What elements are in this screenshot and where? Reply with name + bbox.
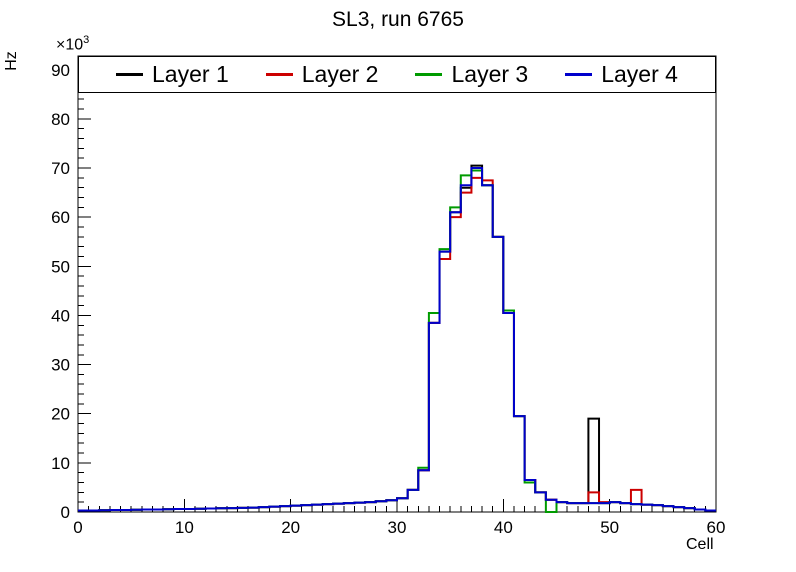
legend-entry-label: Layer 1	[152, 61, 229, 87]
y-axis-multiplier: ×103	[56, 34, 89, 54]
legend-entry-label: Layer 2	[301, 61, 379, 87]
legend-entry: Layer 4	[565, 63, 678, 86]
svg-text:0: 0	[73, 518, 82, 537]
x-axis-title: Cell	[686, 536, 714, 553]
svg-text:40: 40	[51, 306, 70, 325]
svg-text:40: 40	[494, 518, 513, 537]
svg-text:10: 10	[51, 454, 70, 473]
svg-text:30: 30	[388, 518, 407, 537]
legend-entry-label: Layer 4	[601, 61, 678, 87]
legend-entry: Layer 2	[265, 61, 379, 87]
legend-swatch	[415, 73, 443, 76]
svg-text:10: 10	[175, 518, 194, 537]
svg-text:60: 60	[707, 518, 726, 537]
legend-entry-label: Layer 3	[451, 61, 529, 87]
svg-text:70: 70	[51, 159, 70, 178]
svg-text:20: 20	[281, 518, 300, 537]
y-axis-multiplier-base: ×10	[56, 36, 84, 54]
svg-text:50: 50	[51, 257, 70, 276]
svg-text:90: 90	[51, 61, 70, 80]
svg-text:30: 30	[51, 356, 70, 375]
legend-swatch	[116, 73, 144, 76]
svg-text:0: 0	[61, 503, 70, 522]
legend-entry: Layer 1	[116, 63, 229, 86]
svg-text:60: 60	[51, 208, 70, 227]
legend-swatch	[565, 73, 593, 76]
y-axis-multiplier-exponent: 3	[83, 34, 90, 46]
svg-text:20: 20	[51, 405, 70, 424]
svg-text:80: 80	[51, 110, 70, 129]
legend-swatch	[265, 73, 293, 76]
legend-entry: Layer 3	[415, 63, 528, 86]
y-axis-title: Hz	[3, 51, 20, 71]
plot-title: SL3, run 6765	[332, 8, 464, 31]
legend: Layer 1 Layer 2 Layer 3 Layer 4	[78, 56, 716, 93]
svg-text:50: 50	[600, 518, 619, 537]
